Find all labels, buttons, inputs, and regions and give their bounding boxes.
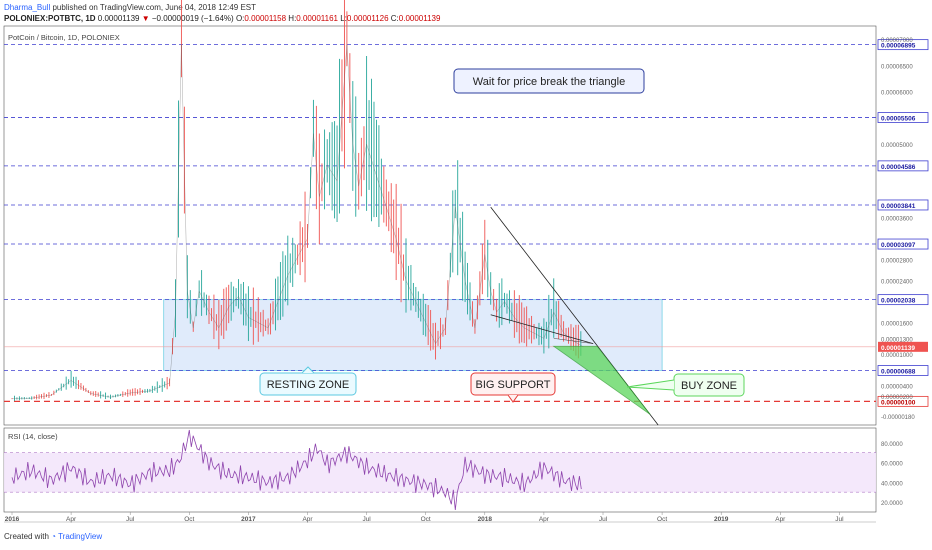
low-label: L:: [340, 14, 347, 23]
resting-zone-annotation-pointer: [301, 366, 315, 374]
x-tick-label: Jul: [835, 516, 844, 523]
price-level-label: 0.00006895: [881, 43, 916, 50]
down-arrow-icon: ▼: [141, 14, 150, 23]
y-tick-label: 0.00003600: [881, 217, 913, 223]
price-level-label: 0.00002038: [881, 298, 916, 305]
wait-annotation[interactable]: Wait for price break the triangle: [453, 68, 645, 94]
x-tick-label: Apr: [775, 516, 786, 523]
y-tick-label: 0.00001300: [881, 337, 913, 343]
support-price-label: 0.00000100: [881, 399, 916, 406]
price-level-label: 0.00003841: [881, 203, 916, 210]
x-tick-label: Jul: [599, 516, 608, 523]
x-tick-label: Apr: [66, 516, 77, 523]
y-tick-label: -0.00000180: [881, 415, 915, 421]
x-tick-label: Apr: [539, 516, 550, 523]
buy-zone-top-edge: [553, 338, 594, 344]
rsi-tick-label: 60.0000: [881, 462, 903, 468]
big-support-annotation-pointer: [507, 394, 519, 403]
price-change: −0.00000019 (−1.64%): [151, 14, 234, 23]
y-tick-label: 0.00006500: [881, 64, 913, 70]
price-line: [11, 44, 584, 400]
rsi-tick-label: 40.0000: [881, 481, 903, 487]
y-tick-label: 0.00000400: [881, 385, 913, 391]
close-value: 0.00001139: [398, 14, 441, 23]
price-level-tag: [877, 238, 929, 250]
price-level-tag: [877, 160, 929, 172]
price-level-tag: [877, 294, 929, 306]
rsi-tick-label: 80.0000: [881, 442, 903, 448]
footer: Created with ◔ TradingView: [4, 532, 102, 541]
x-tick-label: Oct: [184, 516, 194, 523]
price-level-label: 0.00000688: [881, 369, 916, 376]
buy-zone-annotation[interactable]: BUY ZONE: [626, 373, 745, 397]
y-tick-label: 0.00002800: [881, 259, 913, 265]
created-with-text: Created with: [4, 532, 49, 541]
x-tick-label: 2019: [714, 516, 729, 523]
chart-title: PotCoin / Bitcoin, 1D, POLONIEX: [8, 33, 120, 42]
x-tick-label: Jul: [126, 516, 135, 523]
open-value: 0.00001158: [244, 14, 287, 23]
price-level-label: 0.00004586: [881, 164, 916, 171]
price-level-tag: [877, 112, 929, 123]
x-tick-label: Apr: [302, 516, 313, 523]
author-name[interactable]: Dharma_Bull: [4, 3, 51, 12]
y-tick-label: 0.00005000: [881, 143, 913, 149]
price-level-tag: [877, 39, 929, 51]
wait-annotation-box: [453, 68, 645, 94]
ohlc-header: POLONIEX:POTBTC, 1D 0.00001139 ▼ −0.0000…: [4, 14, 440, 23]
y-tick-label: 0.00007000: [881, 38, 913, 44]
open-label: O:: [235, 14, 245, 23]
resting-zone-annotation-text: RESTING ZONE: [267, 379, 350, 391]
y-tick-label: 0.00000200: [881, 395, 913, 401]
rsi-line: [11, 429, 582, 511]
last-price: 0.00001139: [97, 14, 140, 23]
big-support-annotation[interactable]: BIG SUPPORT: [470, 372, 556, 403]
current-price-label: 0.00001139: [881, 345, 915, 352]
current-price-tag: [878, 341, 928, 352]
high-value: 0.00001161: [296, 14, 338, 23]
x-tick-label: Oct: [421, 516, 431, 523]
main-pane-frame: [3, 25, 877, 426]
triangle-lower-line: [490, 314, 594, 345]
rsi-title: RSI (14, close): [8, 432, 58, 441]
price-level-tag: [877, 199, 929, 211]
y-tick-label: 0.00006000: [881, 91, 913, 97]
published-text: published on TradingView.com, June 04, 2…: [52, 3, 257, 12]
publish-info: Dharma_Bull published on TradingView.com…: [4, 3, 256, 12]
x-tick-label: 2018: [478, 516, 493, 523]
x-tick-label: 2016: [5, 516, 20, 523]
price-level-label: 0.00003097: [881, 242, 916, 249]
y-tick-label: 0.00001000: [881, 353, 913, 359]
big-support-annotation-text: BIG SUPPORT: [476, 379, 551, 391]
wait-annotation-text: Wait for price break the triangle: [473, 76, 625, 88]
x-tick-label: 2017: [241, 516, 256, 523]
support-price-tag: [877, 395, 929, 407]
tradingview-brand[interactable]: TradingView: [58, 532, 103, 541]
symbol-label: POLONIEX:POTBTC, 1D: [4, 14, 96, 23]
tradingview-logo-icon[interactable]: ◔: [51, 532, 56, 541]
price-level-label: 0.00005506: [881, 116, 916, 123]
close-label: C:: [390, 14, 399, 23]
buy-zone-triangle: [552, 345, 651, 415]
buy-zone-annotation-text: BUY ZONE: [681, 380, 737, 392]
rsi-band: [4, 452, 876, 493]
y-tick-label: 0.00002400: [881, 280, 913, 286]
high-label: H:: [288, 14, 297, 23]
y-tick-label: 0.00001600: [881, 322, 913, 328]
price-level-tag: [877, 365, 929, 376]
x-tick-label: Oct: [657, 516, 667, 523]
x-tick-label: Jul: [362, 516, 371, 523]
low-value: 0.00001126: [346, 14, 389, 23]
resting-zone-annotation[interactable]: RESTING ZONE: [259, 366, 357, 396]
rsi-tick-label: 20.0000: [881, 501, 903, 507]
buy-zone-annotation-pointer: [626, 379, 675, 391]
